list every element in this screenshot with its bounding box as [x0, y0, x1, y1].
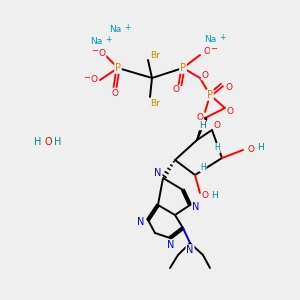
- Text: H: H: [34, 137, 42, 147]
- Text: O: O: [98, 49, 106, 58]
- Text: N: N: [192, 202, 200, 212]
- Text: O: O: [202, 70, 208, 80]
- Text: Na: Na: [109, 26, 121, 34]
- Text: +: +: [219, 32, 225, 41]
- Text: N: N: [186, 245, 194, 255]
- Text: O: O: [214, 121, 220, 130]
- Text: N: N: [154, 168, 162, 178]
- Text: N: N: [167, 240, 175, 250]
- Text: H: H: [199, 121, 206, 130]
- Text: −: −: [92, 46, 98, 56]
- Text: O: O: [226, 106, 233, 116]
- Text: P: P: [180, 63, 186, 73]
- Text: O: O: [44, 137, 52, 147]
- Text: H: H: [211, 191, 218, 200]
- Text: Na: Na: [90, 38, 102, 46]
- Text: N: N: [137, 217, 145, 227]
- Text: O: O: [196, 112, 203, 122]
- Text: H: H: [54, 137, 62, 147]
- Text: H: H: [256, 142, 263, 152]
- Text: H: H: [200, 163, 206, 172]
- Text: Br: Br: [150, 50, 160, 59]
- Text: O: O: [172, 85, 179, 94]
- Text: Na: Na: [204, 35, 216, 44]
- Text: O: O: [112, 88, 118, 98]
- Text: O: O: [91, 76, 98, 85]
- Text: +: +: [105, 34, 111, 43]
- Text: O: O: [248, 146, 254, 154]
- Text: P: P: [207, 90, 213, 100]
- Text: −: −: [211, 44, 218, 53]
- Text: P: P: [115, 63, 121, 73]
- Text: O: O: [226, 82, 232, 91]
- Text: +: +: [124, 22, 130, 32]
- Text: −: −: [83, 74, 91, 82]
- Polygon shape: [197, 117, 207, 140]
- Text: O: O: [202, 191, 208, 200]
- Text: H: H: [214, 143, 220, 152]
- Text: O: O: [203, 46, 211, 56]
- Text: Br: Br: [150, 98, 160, 107]
